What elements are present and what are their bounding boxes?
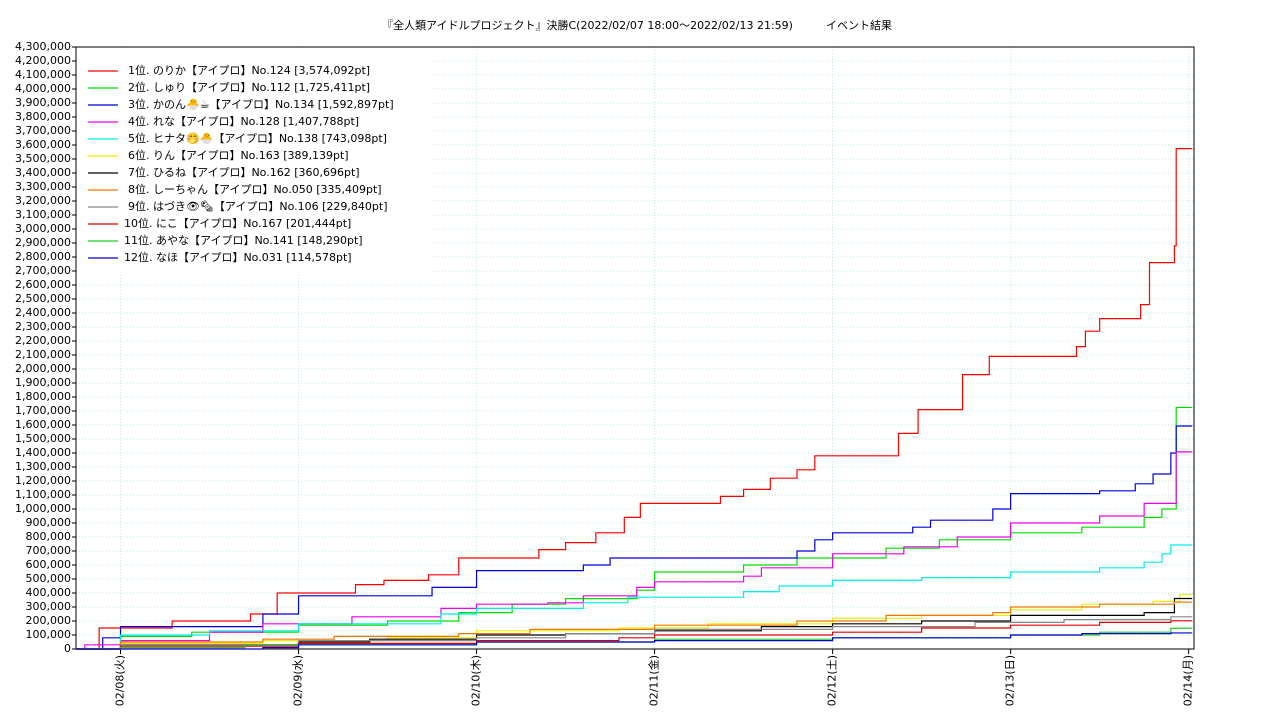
x-tick-label: 02/14(月) <box>1182 655 1195 706</box>
y-tick-label: 2,700,000 <box>15 264 71 277</box>
y-tick-label: 1,000,000 <box>15 502 71 515</box>
legend-label: 12位. なほ【アイプロ】No.031 [114,578pt] <box>124 250 352 264</box>
y-tick-label: 3,900,000 <box>15 96 71 109</box>
series-line <box>76 425 1193 650</box>
y-tick-label: 1,300,000 <box>15 460 71 473</box>
x-tick-label: 02/09(水) <box>292 655 305 706</box>
y-tick-label: 200,000 <box>26 614 72 627</box>
y-tick-label: 1,700,000 <box>15 404 71 417</box>
y-tick-label: 1,400,000 <box>15 446 71 459</box>
y-tick-label: 100,000 <box>26 628 72 641</box>
y-tick-label: 800,000 <box>26 530 72 543</box>
y-tick-label: 2,300,000 <box>15 320 71 333</box>
y-tick-label: 300,000 <box>26 600 72 613</box>
legend-label: 2位. しゅり【アイプロ】No.112 [1,725,411pt] <box>128 80 370 94</box>
legend-label: 6位. りん【アイプロ】No.163 [389,139pt] <box>128 148 349 162</box>
y-tick-label: 1,200,000 <box>15 474 71 487</box>
x-tick-label: 02/08(火) <box>114 655 127 706</box>
series-line <box>76 601 1193 650</box>
y-tick-label: 3,700,000 <box>15 124 71 137</box>
legend-label: 9位. はづき👁🗞【アイプロ】No.106 [229,840pt] <box>128 199 388 213</box>
legend-label: 5位. ヒナタ🤭🐣【アイプロ】No.138 [743,098pt] <box>128 131 387 145</box>
y-tick-label: 3,100,000 <box>15 208 71 221</box>
series-line <box>76 632 1193 650</box>
series-line <box>76 451 1193 650</box>
y-tick-label: 3,500,000 <box>15 152 71 165</box>
x-tick-label: 02/11(金) <box>647 655 661 706</box>
series-line <box>76 148 1193 650</box>
y-tick-label: 400,000 <box>26 586 72 599</box>
legend-box <box>77 50 432 275</box>
plot-frame <box>75 46 1195 650</box>
series-line <box>76 597 1193 650</box>
y-tick-label: 3,800,000 <box>15 110 71 123</box>
y-tick-label: 0 <box>64 642 71 655</box>
legend-label: 7位. ひるね【アイプロ】No.162 [360,696pt] <box>128 165 360 179</box>
series-line <box>76 544 1193 650</box>
series-line <box>76 406 1193 650</box>
legend-label: 8位. しーちゃん【アイプロ】No.050 [335,409pt] <box>128 182 382 196</box>
y-tick-label: 2,400,000 <box>15 306 71 319</box>
series-line <box>76 627 1193 650</box>
y-tick-label: 2,900,000 <box>15 236 71 249</box>
y-tick-label: 4,100,000 <box>15 68 71 81</box>
series-line <box>76 616 1193 650</box>
y-tick-label: 900,000 <box>26 516 72 529</box>
y-tick-label: 1,600,000 <box>15 418 71 431</box>
y-tick-label: 1,800,000 <box>15 390 71 403</box>
legend-label: 1位. のりか【アイプロ】No.124 [3,574,092pt] <box>128 63 370 77</box>
y-tick-label: 3,000,000 <box>15 222 71 235</box>
x-tick-label: 02/10(木) <box>470 655 483 706</box>
y-tick-label: 500,000 <box>26 572 72 585</box>
y-tick-label: 2,100,000 <box>15 348 71 361</box>
y-tick-label: 2,200,000 <box>15 334 71 347</box>
y-tick-label: 1,100,000 <box>15 488 71 501</box>
y-tick-label: 3,600,000 <box>15 138 71 151</box>
chart-title: 『全人類アイドルプロジェクト』決勝C(2022/02/07 18:00～2022… <box>382 18 892 32</box>
y-tick-label: 600,000 <box>26 558 72 571</box>
y-tick-label: 1,900,000 <box>15 376 71 389</box>
x-tick-label: 02/12(土) <box>826 655 839 706</box>
y-tick-label: 4,300,000 <box>15 40 71 53</box>
y-tick-label: 4,200,000 <box>15 54 71 67</box>
legend-label: 3位. かのん🐣☕【アイプロ】No.134 [1,592,897pt] <box>128 97 394 111</box>
y-tick-label: 2,000,000 <box>15 362 71 375</box>
x-tick-label: 02/13(日) <box>1004 655 1017 706</box>
y-tick-label: 3,400,000 <box>15 166 71 179</box>
legend-label: 4位. れな【アイプロ】No.128 [1,407,788pt] <box>128 114 359 128</box>
legend-label: 11位. あやな【アイプロ】No.141 [148,290pt] <box>124 233 363 247</box>
y-tick-label: 2,800,000 <box>15 250 71 263</box>
y-tick-label: 2,500,000 <box>15 292 71 305</box>
y-tick-label: 1,500,000 <box>15 432 71 445</box>
y-tick-label: 700,000 <box>26 544 72 557</box>
y-tick-label: 3,300,000 <box>15 180 71 193</box>
series-line <box>76 593 1193 650</box>
y-tick-label: 3,200,000 <box>15 194 71 207</box>
legend-label: 10位. にこ【アイプロ】No.167 [201,444pt] <box>124 216 351 230</box>
y-tick-label: 4,000,000 <box>15 82 71 95</box>
y-tick-label: 2,600,000 <box>15 278 71 291</box>
